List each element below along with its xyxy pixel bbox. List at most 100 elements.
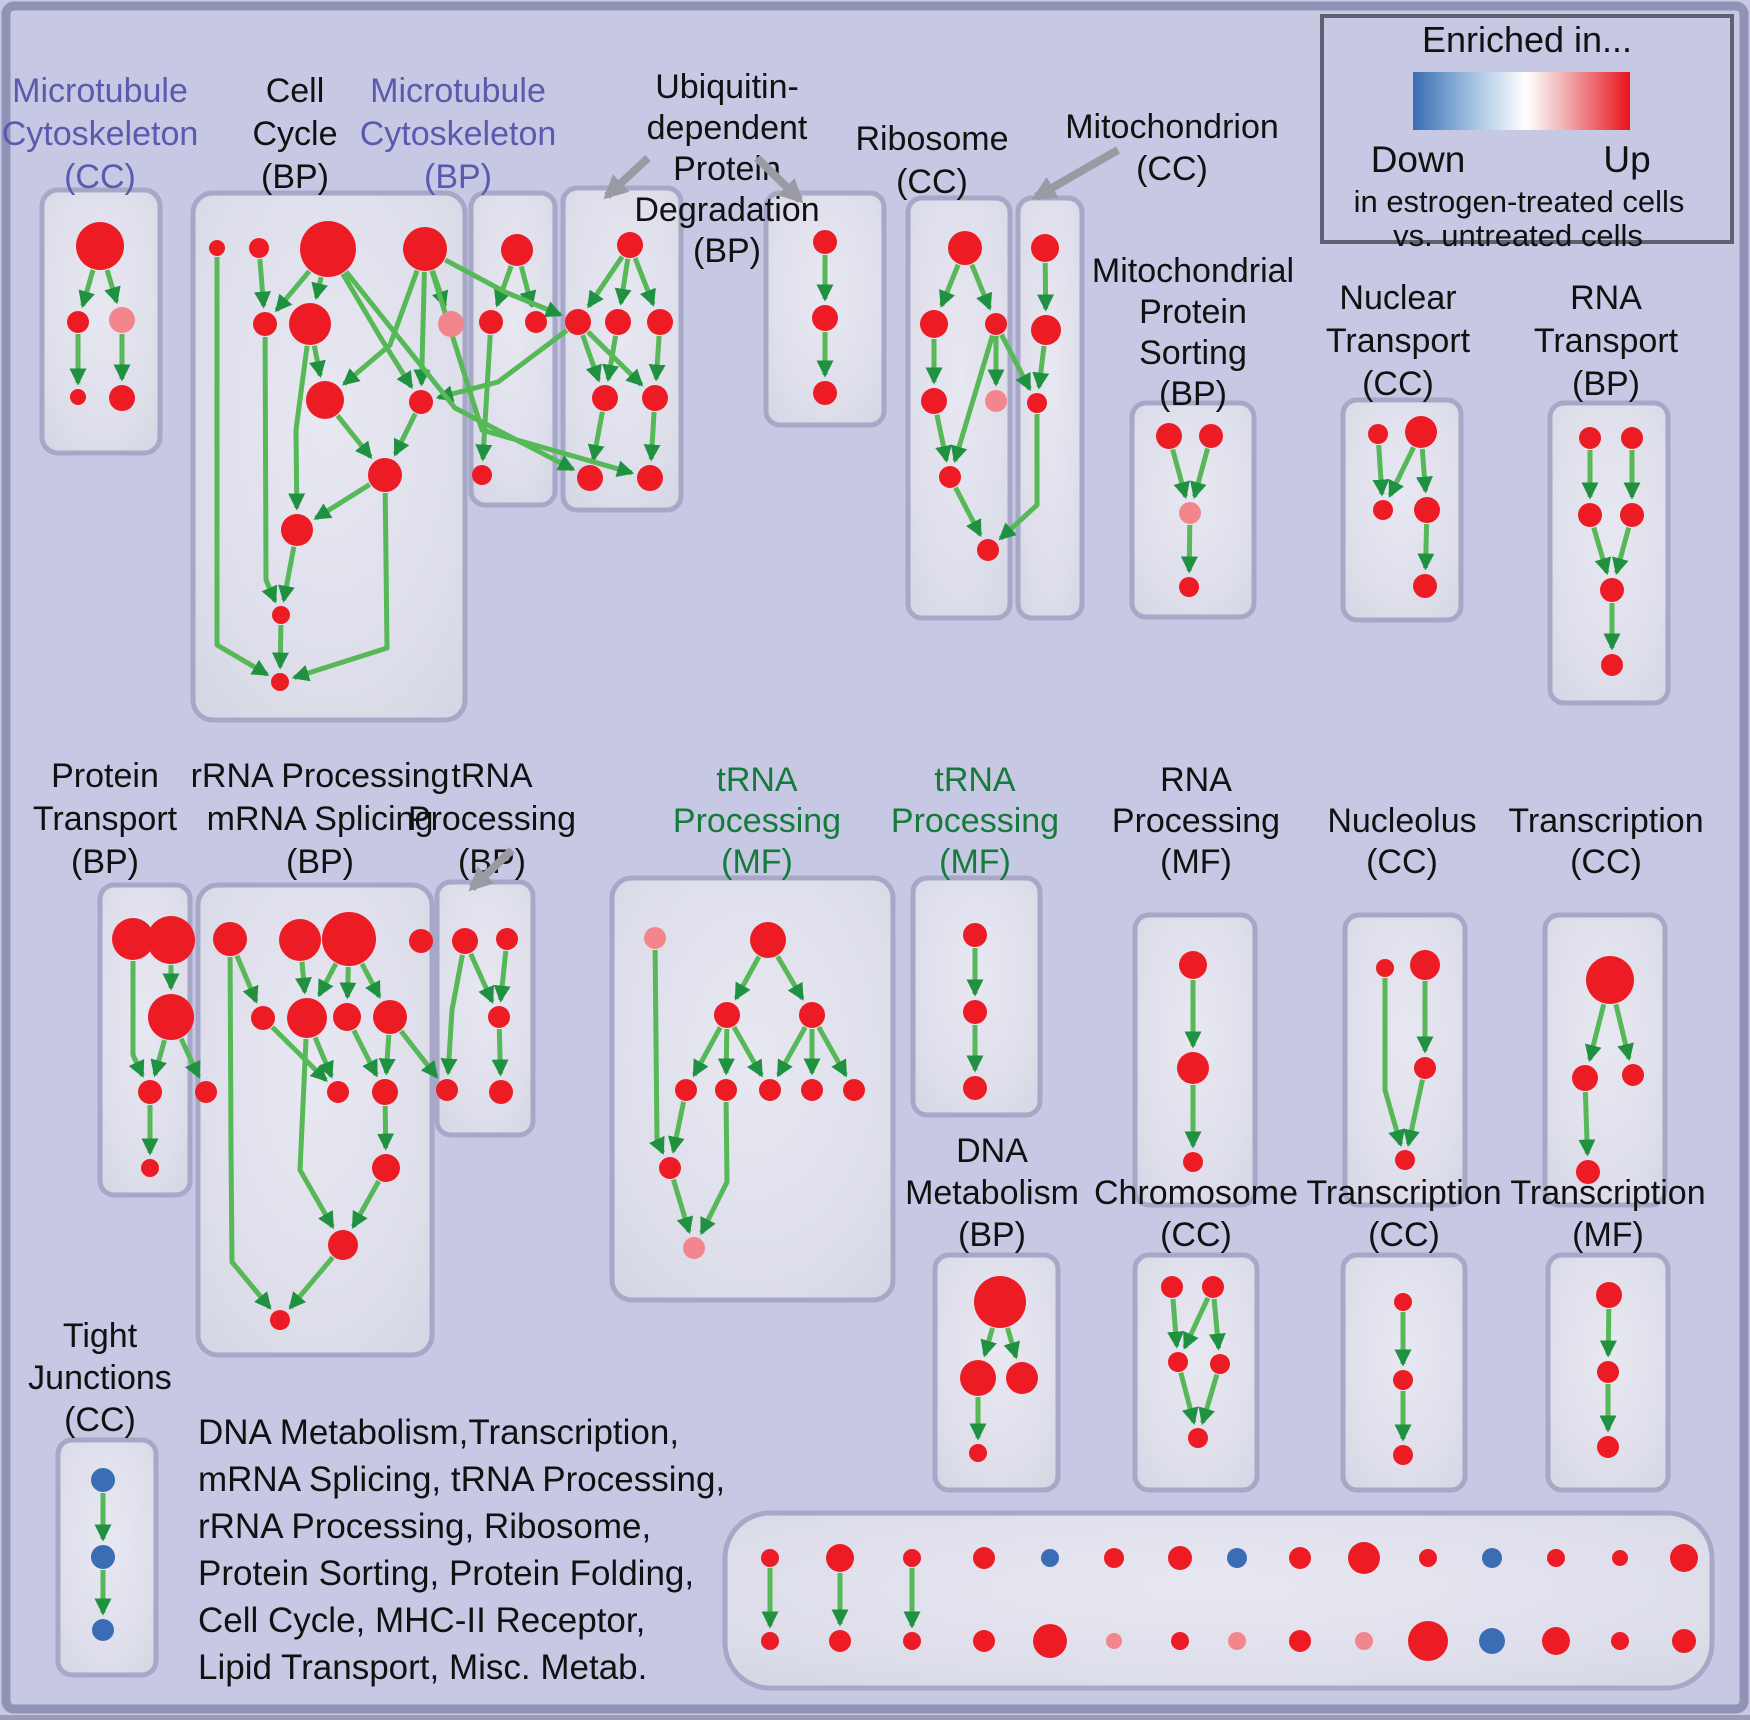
transcription-cc-bottom-node-2 [1393, 1445, 1413, 1465]
cell-cycle-edge-11 [313, 482, 372, 521]
rna-processing-mf-label-line-2: (MF) [1160, 843, 1232, 881]
transcription-cc-mid-edge-1 [1613, 1003, 1634, 1061]
mitochondrion-label-line-0: Mitochondrion [1065, 108, 1279, 146]
rrna-mrna-node-2 [322, 912, 376, 966]
ubiquitin-1-edge-0 [586, 255, 625, 309]
chromosome-edge-2 [1208, 1298, 1226, 1351]
transcription-cc-mid-node-2 [1622, 1064, 1644, 1086]
misc-metabolism-wide-node-24 [1355, 1632, 1373, 1650]
trna-mf-big-node-4 [675, 1079, 697, 1101]
misc-metabolism-wide-node-19 [1033, 1624, 1067, 1658]
misc-metabolism-wide-node-9 [1348, 1542, 1380, 1574]
ubiquitin-1-node-6 [577, 465, 603, 491]
tight-junctions-node-1 [91, 1545, 115, 1569]
microtubule-cc-edge-1 [104, 269, 121, 305]
trna-mf-1-label-line-2: (MF) [721, 843, 793, 881]
ubiquitin-label-line-0: Ubiquitin- [655, 68, 799, 106]
nuclear-transport-label: Nuclear Transport (CC) [1326, 279, 1471, 403]
cell-cycle-node-9 [368, 458, 402, 492]
rna-transport-label-line-0: RNA [1570, 279, 1642, 317]
trna-mf-big-edge-8 [649, 949, 666, 1155]
rrna-mrna-edge-10 [377, 1105, 395, 1151]
cell-cycle-node-6 [438, 311, 464, 337]
transcription-mf-label-line-0: Transcription [1510, 1174, 1705, 1212]
ubiquitin-1-node-2 [605, 309, 631, 335]
nuclear-transport-label-line-1: Transport [1326, 322, 1471, 360]
note-text-line-0: DNA Metabolism,Transcription, [198, 1413, 679, 1452]
rrna-mrna-label-line-1: mRNA Splicing [207, 800, 434, 838]
cell-cycle-node-5 [289, 303, 331, 345]
cell-cycle-edge-1 [253, 258, 271, 309]
protein-transport-node-4 [141, 1159, 159, 1177]
microtubule-bp-node-2 [525, 311, 547, 333]
mitochondrion-node-0 [1031, 234, 1059, 262]
ribosome-node-3 [921, 388, 947, 414]
cross-edge-6 [178, 1037, 202, 1079]
misc-metabolism-wide-node-26 [1479, 1628, 1505, 1654]
cell-cycle-edge-16 [291, 492, 390, 682]
cell-cycle-edge-6 [342, 269, 420, 386]
rna-processing-mf-node-0 [1179, 951, 1207, 979]
rrna-mrna-node-3 [409, 929, 433, 953]
misc-metabolism-wide-node-0 [761, 1549, 779, 1567]
misc-metabolism-wide-box [722, 1510, 1715, 1691]
ribosome-node-2 [985, 313, 1007, 335]
trna-mf-big-edge-5 [776, 1025, 808, 1078]
rrna-mrna-edge-7 [312, 1036, 334, 1079]
legend-down-label: Down [1371, 139, 1466, 180]
nucleolus-node-2 [1414, 1057, 1436, 1079]
transcription-cc-mid-edge-0 [1585, 1003, 1607, 1063]
trna-mf-big-node-1 [750, 922, 786, 958]
trna-bp-edge-0 [468, 952, 495, 1004]
trna-bp-label-line-1: Processing [408, 800, 576, 838]
trna-mf-big-edge-11 [699, 1101, 730, 1236]
rna-transport-label: RNA Transport (BP) [1534, 279, 1679, 403]
rna-transport-box [1547, 400, 1671, 706]
ribosome-node-4 [985, 390, 1007, 412]
cell-cycle-edge-12 [261, 336, 278, 604]
rna-transport-label-line-2: (BP) [1572, 365, 1640, 403]
mitochondrion-arrow [1031, 146, 1120, 201]
transcription-mf-node-0 [1596, 1282, 1622, 1308]
cell-cycle-edge-4 [340, 272, 414, 389]
trna-bp-edge-2 [491, 1028, 509, 1077]
ubiquitin-1-edge-5 [602, 335, 620, 382]
cell-cycle-node-12 [271, 673, 289, 691]
misc-metabolism-wide-node-2 [903, 1549, 921, 1567]
note-text-line-5: Lipid Transport, Misc. Metab. [198, 1648, 647, 1687]
rrna-mrna-node-13 [270, 1310, 290, 1330]
trna-bp-node-2 [488, 1006, 510, 1028]
rrna-mrna-node-7 [373, 1000, 407, 1034]
legend-subtitle-line1: in estrogen-treated cells [1354, 184, 1685, 219]
rna-processing-mf-label-line-1: Processing [1112, 802, 1280, 840]
misc-metabolism-wide-node-14 [1670, 1544, 1698, 1572]
trna-mf-small-node-2 [963, 1076, 987, 1100]
mitochondrion-label: Mitochondrion (CC) [1065, 108, 1279, 188]
microtubule-cc-node-1 [67, 311, 89, 333]
nuclear-transport-node-0 [1368, 424, 1388, 444]
cell-cycle-label-line-1: Cycle [252, 115, 337, 153]
trna-mf-big-edge-10 [671, 1178, 694, 1235]
rrna-mrna-label-line-2: (BP) [286, 843, 354, 881]
chromosome-edge-4 [1198, 1373, 1220, 1426]
trna-mf-big-edge-1 [775, 955, 805, 1001]
transcription-cc-mid-node-1 [1572, 1065, 1598, 1091]
cross-edge-2 [344, 270, 576, 472]
rrna-mrna-node-6 [333, 1003, 361, 1031]
cell-cycle-node-2 [300, 221, 356, 277]
rna-processing-mf-node-1 [1177, 1052, 1209, 1084]
ubiquitin-2-node-1 [812, 305, 838, 331]
nucleolus-label-line-0: Nucleolus [1327, 802, 1476, 840]
ubiquitin-1-node-5 [642, 385, 668, 411]
cell-cycle-node-3 [403, 227, 447, 271]
note-text-line-3: Protein Sorting, Protein Folding, [198, 1554, 694, 1593]
misc-metabolism-wide-node-8 [1289, 1547, 1311, 1569]
protein-transport-node-0 [112, 918, 154, 960]
nuclear-transport-edge-3 [1417, 523, 1435, 571]
cell-cycle-label-line-2: (BP) [261, 158, 329, 196]
chromosome-box [1132, 1252, 1260, 1493]
transcription-mf-node-1 [1597, 1361, 1619, 1383]
microtubule-cc-node-0 [76, 222, 124, 270]
